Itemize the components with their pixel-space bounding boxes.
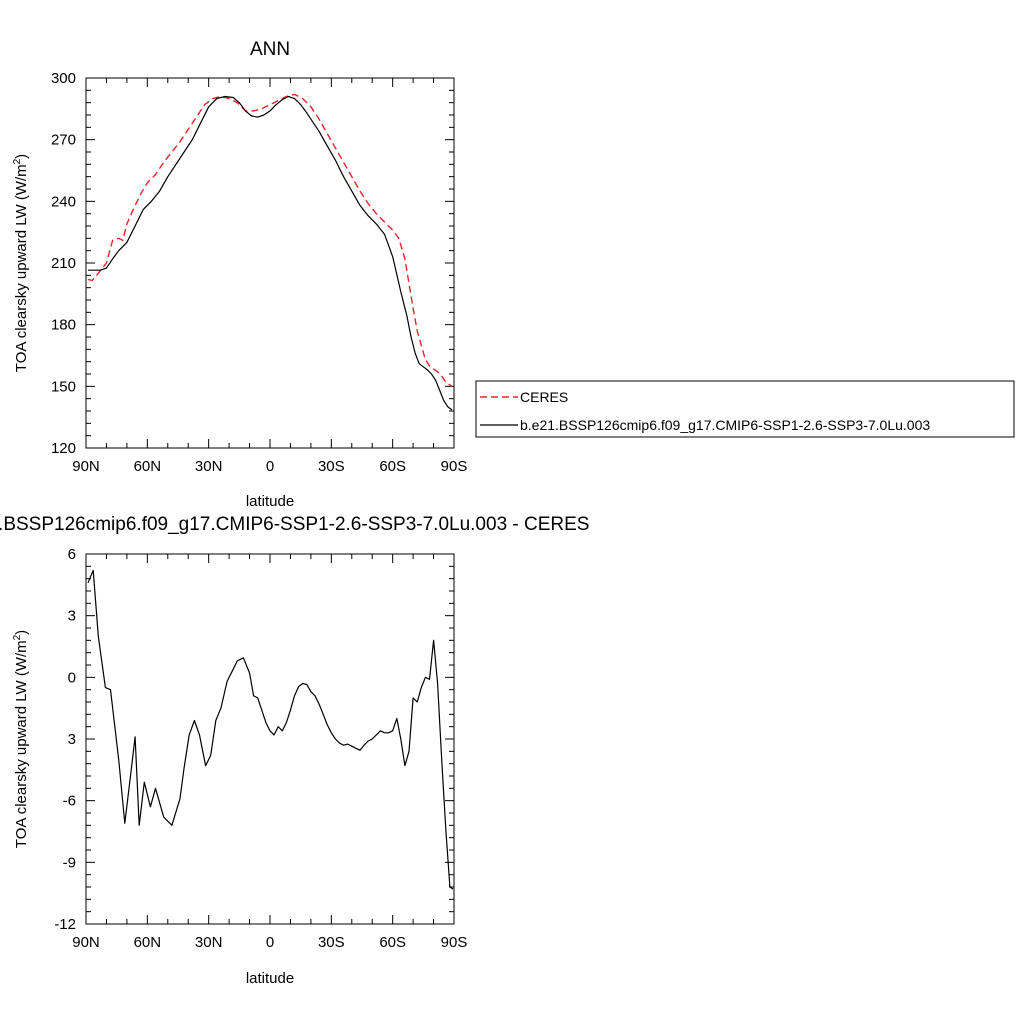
bottom-ylabel-sup: 2 [12,634,23,640]
bottom-xtick-label: 90S [441,934,468,951]
bottom-ytick-label: 3 [68,731,76,748]
top-ytick-label: 210 [51,255,76,272]
top-series-model-line [88,95,453,411]
top-panel: ANN 90N 60N 30N 0 30S 60S 90S 120 150 180 210 240 27… [12,39,467,510]
top-ylabel-text: TOA clearsky upward LW (W/m [13,164,30,372]
top-ytick-label: 240 [51,193,76,210]
top-series [87,93,453,411]
bottom-series [87,569,454,890]
legend-box [475,380,1015,438]
top-ytick-label: 120 [51,440,76,457]
svg-text:TOA clearsky upward LW (W/m2): TOA clearsky upward LW (W/m2) [12,630,30,848]
top-series-ceres-line [87,93,453,387]
bottom-ytick-label: 6 [68,546,76,563]
legend-label-ceres: CERES [520,389,568,405]
top-xtick-label: 0 [266,458,274,475]
top-xtick-label: 90N [72,458,100,475]
top-xtick-label: 30S [318,458,345,475]
top-plot-frame [85,77,455,449]
bottom-series-difference-line [87,569,454,890]
bottom-xtick-label: 60S [379,934,406,951]
svg-text:TOA clearsky upward LW (W/m2): TOA clearsky upward LW (W/m2) [12,154,30,372]
top-ylabel: TOA clearsky upward LW (W/m2) [12,154,30,372]
bottom-xtick-label: 60N [134,934,162,951]
bottom-ytick-label: 3 [68,608,76,625]
bottom-ticks: 90N 60N 30N 0 30S 60S 90S -12 -9 -6 3 0 3 6 [54,546,467,951]
top-xlabel: latitude [246,493,294,510]
top-ylabel-tail: ) [13,154,30,159]
bottom-ytick-label: -12 [54,916,76,933]
top-ytick-label: 300 [51,70,76,87]
bottom-xtick-label: 30S [318,934,345,951]
top-chart-title: ANN [250,39,290,60]
top-ylabel-sup: 2 [12,158,23,164]
bottom-panel: b.e21.BSSP126cmip6.f09_g17.CMIP6-SSP1-2.… [0,514,589,987]
legend-label-model: b.e21.BSSP126cmip6.f09_g17.CMIP6-SSP1-2.… [520,417,930,433]
bottom-xtick-label: 30N [195,934,223,951]
bottom-ytick-label: 0 [68,669,76,686]
top-ticks: 90N 60N 30N 0 30S 60S 90S 120 150 180 210 240 270 300 [51,70,467,475]
top-xtick-label: 60N [134,458,162,475]
top-xtick-label: 90S [441,458,468,475]
bottom-ylabel-tail: ) [13,630,30,635]
bottom-ytick-label: -9 [63,854,76,871]
bottom-plot-frame [85,553,455,925]
top-ytick-label: 150 [51,378,76,395]
bottom-xtick-label: 0 [266,934,274,951]
bottom-xtick-label: 90N [72,934,100,951]
legend: CERES b.e21.BSSP126cmip6.f09_g17.CMIP6-S… [475,380,1015,438]
bottom-xlabel: latitude [246,970,294,987]
top-ytick-label: 180 [51,317,76,334]
top-ytick-label: 270 [51,132,76,149]
top-xtick-label: 60S [379,458,406,475]
top-xtick-label: 30N [195,458,223,475]
bottom-ylabel-text: TOA clearsky upward LW (W/m [13,640,30,848]
bottom-ytick-label: -6 [63,793,76,810]
bottom-chart-title: b.e21.BSSP126cmip6.f09_g17.CMIP6-SSP1-2.… [0,514,589,535]
bottom-ylabel: TOA clearsky upward LW (W/m2) [12,630,30,848]
